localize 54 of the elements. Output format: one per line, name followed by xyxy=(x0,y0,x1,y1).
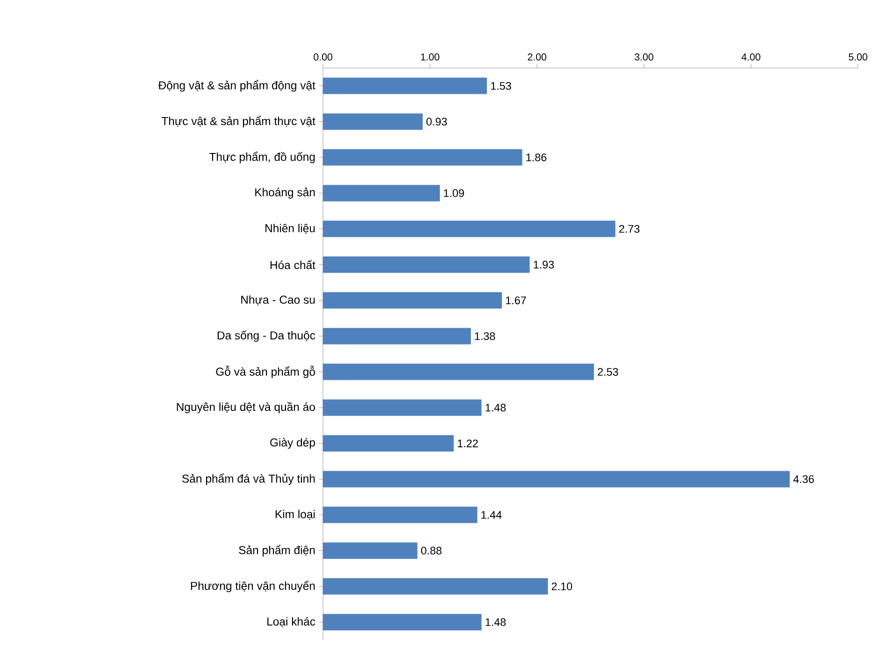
y-tick-label: Thực phẩm, đồ uống xyxy=(209,152,315,164)
y-tick-label: Khoáng sản xyxy=(255,188,315,199)
data-label: 1.93 xyxy=(534,260,554,269)
bar xyxy=(322,292,502,309)
data-label: 1.86 xyxy=(526,154,546,162)
bar xyxy=(322,113,423,130)
y-tick-label: Da sống - Da thuộc xyxy=(218,330,316,342)
data-label: 1.44 xyxy=(481,511,502,519)
y-tick-label: Nhựa - Cao su xyxy=(241,295,315,306)
bar xyxy=(322,506,478,524)
bar xyxy=(322,220,616,238)
bar xyxy=(322,435,454,452)
x-tick-label: 5.00 xyxy=(848,53,868,60)
y-tick-label: Loại khác xyxy=(267,617,316,628)
y-tick-label: Gỗ và sản phẩm gỗ xyxy=(216,366,315,378)
bar xyxy=(322,470,790,488)
bar xyxy=(322,399,482,416)
y-tick-label: Sản phẩm đá và Thủy tinh xyxy=(182,473,315,485)
data-label: 4.36 xyxy=(793,475,814,484)
x-tick-label: 1.00 xyxy=(421,53,440,60)
data-label: 1.48 xyxy=(486,404,506,412)
bar xyxy=(322,149,522,166)
data-label: 2.73 xyxy=(619,225,640,233)
x-tick-label: 4.00 xyxy=(742,53,760,60)
y-tick-label: Giày dép xyxy=(270,438,315,449)
y-tick-label: Thực vật & sản phẩm thực vật xyxy=(162,116,316,128)
bar xyxy=(322,256,530,273)
data-label: 1.48 xyxy=(486,618,506,626)
x-tick-label: 3.00 xyxy=(634,53,654,60)
y-tick-label: Nhiên liệu xyxy=(265,224,315,234)
y-tick-label: Động vật & sản phẩm động vật xyxy=(158,80,316,92)
bar xyxy=(322,578,548,595)
data-label: 1.67 xyxy=(506,296,526,304)
y-tick-label: Phương tiện vận chuyển xyxy=(191,580,315,592)
bar xyxy=(322,184,440,202)
data-label: 0.93 xyxy=(426,118,447,126)
data-label: 1.09 xyxy=(444,189,464,198)
data-label: 2.10 xyxy=(552,582,572,590)
bar xyxy=(322,78,487,94)
x-tick-label: 2.00 xyxy=(528,53,546,60)
bar xyxy=(322,328,471,344)
y-tick-label: Nguyên liệu dệt và quần áo xyxy=(176,402,315,414)
data-label: 0.88 xyxy=(421,546,442,555)
bar xyxy=(322,614,482,630)
x-tick-label: 0.00 xyxy=(314,53,332,60)
y-tick-label: Kim loại xyxy=(276,510,315,520)
data-label: 1.38 xyxy=(475,332,496,340)
y-tick-label: Sản phẩm điện xyxy=(238,544,315,556)
y-tick-label: Hóa chất xyxy=(270,260,316,270)
bar xyxy=(322,364,594,380)
data-label: 2.53 xyxy=(598,368,618,376)
bar xyxy=(322,542,418,559)
data-label: 1.22 xyxy=(458,440,478,448)
data-label: 1.53 xyxy=(491,82,512,90)
